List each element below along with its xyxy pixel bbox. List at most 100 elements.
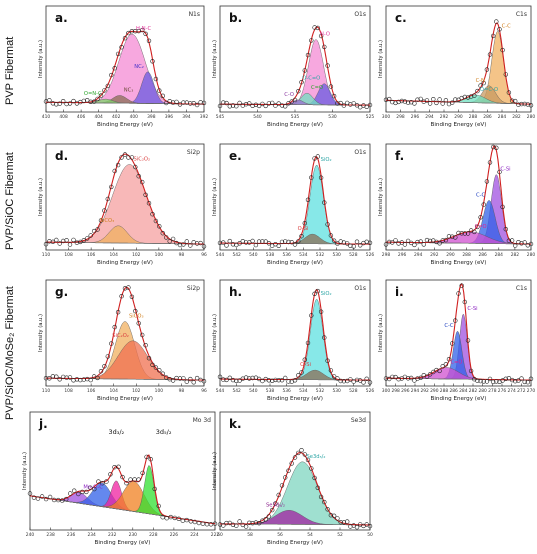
- data-point: [201, 379, 207, 384]
- data-point: [487, 52, 493, 57]
- data-point: [153, 365, 159, 370]
- data-point: [47, 98, 52, 103]
- data-point: [305, 197, 311, 203]
- data-point: [399, 98, 404, 104]
- data-point: [296, 373, 301, 378]
- data-point: [260, 101, 265, 107]
- x-tick-label: 226: [170, 532, 179, 538]
- data-point: [465, 338, 471, 343]
- x-tick-label: 394: [182, 114, 191, 120]
- data-point: [109, 184, 114, 190]
- data-point: [481, 202, 486, 207]
- data-point: [144, 454, 149, 460]
- x-tick-label: 276: [498, 388, 507, 394]
- data-point: [519, 241, 524, 246]
- data-point: [143, 343, 148, 348]
- x-tick-label: 108: [64, 252, 73, 258]
- data-point: [240, 522, 246, 528]
- data-point: [194, 102, 200, 108]
- data-point: [224, 100, 229, 106]
- data-point: [283, 375, 288, 381]
- data-point: [500, 204, 505, 210]
- data-point: [503, 72, 508, 77]
- data-point: [312, 25, 317, 30]
- data-point: [104, 479, 109, 484]
- data-point: [256, 239, 262, 244]
- data-point: [286, 239, 291, 245]
- data-point: [146, 356, 152, 361]
- data-point: [227, 104, 233, 109]
- data-point: [217, 103, 223, 109]
- data-point: [312, 291, 317, 296]
- data-point: [396, 377, 401, 382]
- data-point: [354, 524, 360, 530]
- data-point: [27, 491, 33, 496]
- data-point: [105, 83, 111, 89]
- data-point: [328, 368, 334, 373]
- data-point: [153, 76, 159, 82]
- data-point: [335, 101, 340, 106]
- data-point: [160, 93, 166, 99]
- x-tick-label: 294: [411, 388, 420, 394]
- x-tick-label: 406: [77, 114, 86, 120]
- data-point: [302, 452, 307, 457]
- data-point: [60, 98, 66, 104]
- data-point: [351, 244, 356, 249]
- y-axis-label: Intensity (a.u.): [22, 452, 28, 490]
- data-point: [164, 100, 169, 106]
- data-point: [221, 240, 226, 245]
- panel-letter: j.: [38, 417, 48, 431]
- data-point: [312, 475, 317, 481]
- x-tick-label: 392: [200, 114, 209, 120]
- x-tick-label: 294: [425, 114, 434, 120]
- x-tick-label: 542: [232, 252, 241, 258]
- data-point: [184, 239, 190, 244]
- x-tick-label: 288: [440, 388, 449, 394]
- data-point: [47, 376, 52, 381]
- data-point: [462, 94, 467, 100]
- data-point: [506, 376, 512, 381]
- data-point: [102, 208, 107, 213]
- x-tick-label: 56: [277, 532, 283, 538]
- data-point: [279, 378, 285, 383]
- data-point: [39, 494, 45, 499]
- panel-letter: d.: [55, 149, 68, 163]
- data-point: [383, 242, 389, 247]
- data-point: [399, 240, 404, 245]
- peak-label: SiO₂: [321, 291, 332, 297]
- x-axis-label: Binding Energy (eV): [97, 396, 153, 402]
- y-axis-label: Intensity (a.u.): [378, 40, 384, 78]
- data-point: [115, 162, 121, 168]
- x-tick-label: 296: [411, 114, 420, 120]
- x-tick-label: 110: [42, 388, 51, 394]
- x-tick-label: 238: [46, 532, 55, 538]
- y-axis-label: Intensity (a.u.): [378, 178, 384, 216]
- x-axis-label: Binding Energy (eV): [95, 540, 151, 546]
- x-tick-label: 542: [232, 388, 241, 394]
- panel-i: 300 298 296 294 292 290 288 286 284 282 280 278 276 2…: [378, 279, 535, 402]
- data-point: [506, 238, 512, 243]
- data-point: [71, 98, 76, 104]
- data-point: [434, 100, 439, 106]
- x-tick-label: 106: [87, 252, 96, 258]
- data-point: [286, 379, 291, 384]
- x-tick-label: 530: [332, 388, 341, 394]
- x-tick-label: 526: [366, 388, 375, 394]
- data-point: [358, 378, 363, 383]
- data-point: [472, 93, 477, 98]
- data-point: [237, 241, 242, 246]
- data-point: [71, 237, 76, 243]
- data-point: [516, 240, 521, 245]
- x-tick-label: 282: [511, 252, 520, 258]
- peak-label: C-C: [444, 323, 453, 329]
- x-tick-label: 286: [483, 114, 492, 120]
- y-axis-label: Intensity (a.u.): [212, 40, 218, 78]
- data-point: [283, 475, 288, 480]
- x-tick-label: 102: [132, 252, 141, 258]
- data-point: [164, 235, 169, 240]
- data-point: [462, 231, 467, 236]
- data-point: [497, 169, 502, 175]
- data-point: [459, 231, 464, 236]
- x-tick-label: 544: [216, 388, 225, 394]
- data-point: [191, 100, 196, 106]
